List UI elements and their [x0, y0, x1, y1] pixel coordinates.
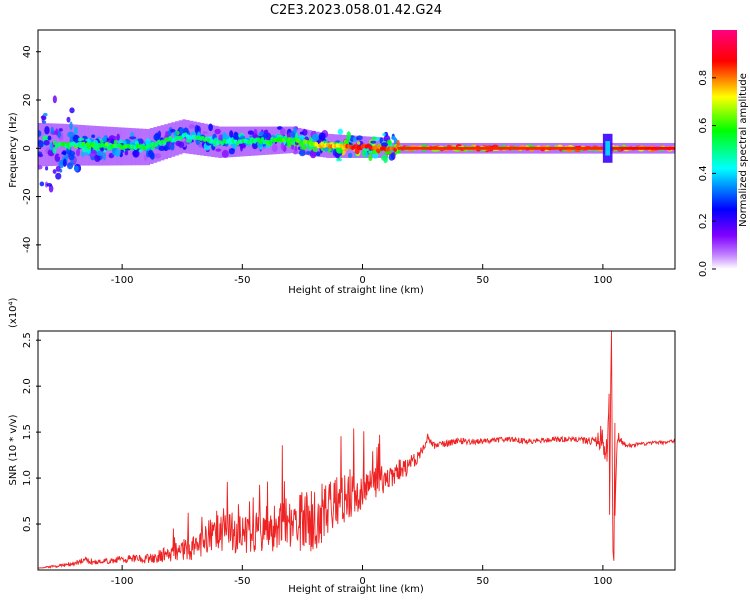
colorbar-gradient [712, 30, 737, 269]
snr-y-tick-label: 2.0 [22, 378, 33, 394]
snr-x-tick-label: 100 [593, 576, 612, 587]
spectrogram-y-axis-label: Frequency (Hz) [8, 112, 19, 188]
snr-panel: -100 -50 0 50 100 0.5 1.0 1.5 2.0 2.5 Height of … [8, 297, 676, 595]
spectrogram-x-tick-label: 100 [593, 275, 612, 286]
spectrogram-x-tick-label: -100 [111, 275, 134, 286]
colorbar-tick-label: 0.0 [698, 261, 709, 277]
snr-x-tick-label: -50 [234, 576, 250, 587]
colorbar-ticks: 0.0 0.2 0.4 0.6 0.8 [698, 70, 716, 277]
colorbar-tick-label: 0.4 [698, 165, 709, 181]
figure-title: C2E3.2023.058.01.42.G24 [270, 3, 442, 18]
snr-y-tick-label: 1.5 [22, 424, 33, 440]
spectrogram-y-tick-label: 0 [22, 145, 33, 151]
snr-x-tick-label: 50 [476, 576, 489, 587]
snr-y-tick-label: 0.5 [22, 516, 33, 532]
colorbar-label: Normalized spectral amplitude [738, 73, 749, 227]
spectrogram-frame [37, 29, 676, 270]
snr-y-tick-label: 2.5 [22, 332, 33, 348]
colorbar: 0.0 0.2 0.4 0.6 0.8 Normalized spectral ampl… [698, 30, 749, 277]
colorbar-tick-label: 0.2 [698, 213, 709, 229]
spectrogram-y-tick-label: -20 [22, 188, 33, 204]
spectrogram-y-tick-label: -40 [22, 237, 33, 253]
spectrogram-panel: -100 -50 0 50 100 -40 -20 0 20 40 Height of stra… [8, 29, 676, 296]
colorbar-tick-label: 0.6 [698, 118, 709, 134]
spectrogram-y-tick-label: 20 [22, 94, 33, 107]
snr-x-axis-label: Height of straight line (km) [288, 584, 424, 595]
snr-series-line [38, 331, 675, 569]
snr-x-tick-label: 0 [359, 576, 365, 587]
snr-x-axis: -100 -50 0 50 100 [111, 565, 612, 587]
snr-frame [37, 330, 676, 571]
spectrogram-heatmap [38, 95, 675, 193]
spectrogram-y-tick-label: 40 [22, 45, 33, 58]
spectrogram-y-axis: -40 -20 0 20 40 [22, 45, 41, 253]
snr-y-tick-label: 1.0 [22, 470, 33, 486]
snr-y-multiplier: (x10⁴) [8, 297, 19, 328]
spectrogram-x-tick-label: -50 [234, 275, 250, 286]
colorbar-tick-label: 0.8 [698, 70, 709, 86]
spectrogram-x-tick-label: 50 [476, 275, 489, 286]
spectrogram-x-axis-label: Height of straight line (km) [288, 285, 424, 296]
snr-plot-area [38, 331, 675, 570]
snr-x-tick-label: -100 [111, 576, 134, 587]
snr-y-axis-label: SNR (10 * v/v) [8, 414, 19, 485]
spectrogram-x-axis: -100 -50 0 50 100 [111, 264, 612, 286]
snr-y-axis: 0.5 1.0 1.5 2.0 2.5 [22, 332, 41, 532]
spectrogram-x-tick-label: 0 [359, 275, 365, 286]
